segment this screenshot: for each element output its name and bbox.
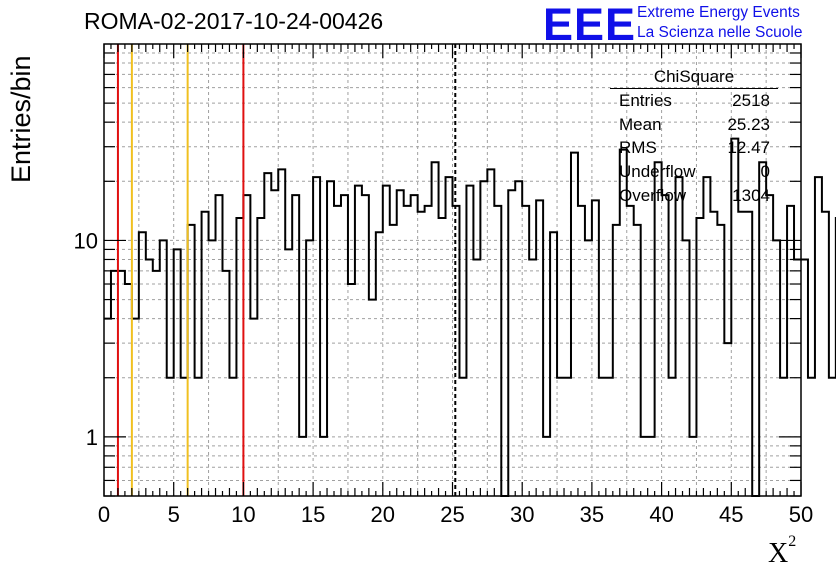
stats-row: RMS 12.47 [610, 136, 778, 160]
x-tick-label: 30 [510, 502, 534, 527]
stats-label: Underflow [619, 162, 696, 182]
eee-logo: EEE [543, 0, 637, 50]
stats-row: Mean 25.23 [610, 113, 778, 137]
x-tick-label: 20 [371, 502, 395, 527]
stats-value: 25.23 [727, 114, 770, 134]
stats-box: ChiSquare Entries 2518 Mean 25.23 RMS 12.47… [610, 66, 778, 208]
x-axis-label: X2 [768, 533, 796, 570]
stats-row: Overflow 1304 [610, 184, 778, 208]
histogram-line [104, 137, 836, 497]
x-tick-label: 45 [719, 502, 743, 527]
stats-value: 2518 [732, 91, 770, 110]
x-axis-label-superscript: 2 [788, 532, 797, 550]
x-tick-label: 25 [440, 502, 464, 527]
stats-label: RMS [619, 138, 657, 158]
logo-subtitle-2: La Scienza nelle Scuole [637, 24, 803, 41]
y-axis-label: Entries/bin [6, 55, 36, 183]
x-tick-label: 10 [231, 502, 255, 527]
logo-subtitle-1: Extreme Energy Events [637, 4, 800, 21]
x-axis-label-base: X [768, 538, 789, 569]
x-tick-label: 15 [301, 502, 325, 527]
x-tick-label: 50 [789, 502, 813, 527]
y-tick-label: 10 [74, 228, 98, 253]
stats-box-title: ChiSquare [610, 66, 778, 89]
x-tick-label: 5 [168, 502, 180, 527]
y-tick-label: 1 [86, 425, 98, 450]
stats-value: 12.47 [727, 138, 770, 158]
stats-value: 0 [760, 162, 770, 182]
stats-row: Entries 2518 [610, 89, 778, 113]
x-tick-label: 40 [649, 502, 673, 527]
stats-label: Overflow [619, 185, 687, 205]
stats-label: Entries [619, 91, 672, 110]
x-tick-label: 35 [580, 502, 604, 527]
stats-label: Mean [619, 114, 662, 134]
chart-title: ROMA-02-2017-10-24-00426 [84, 8, 384, 34]
stats-row: Underflow 0 [610, 160, 778, 184]
stats-value: 1304 [732, 185, 770, 205]
x-tick-label: 0 [98, 502, 110, 527]
